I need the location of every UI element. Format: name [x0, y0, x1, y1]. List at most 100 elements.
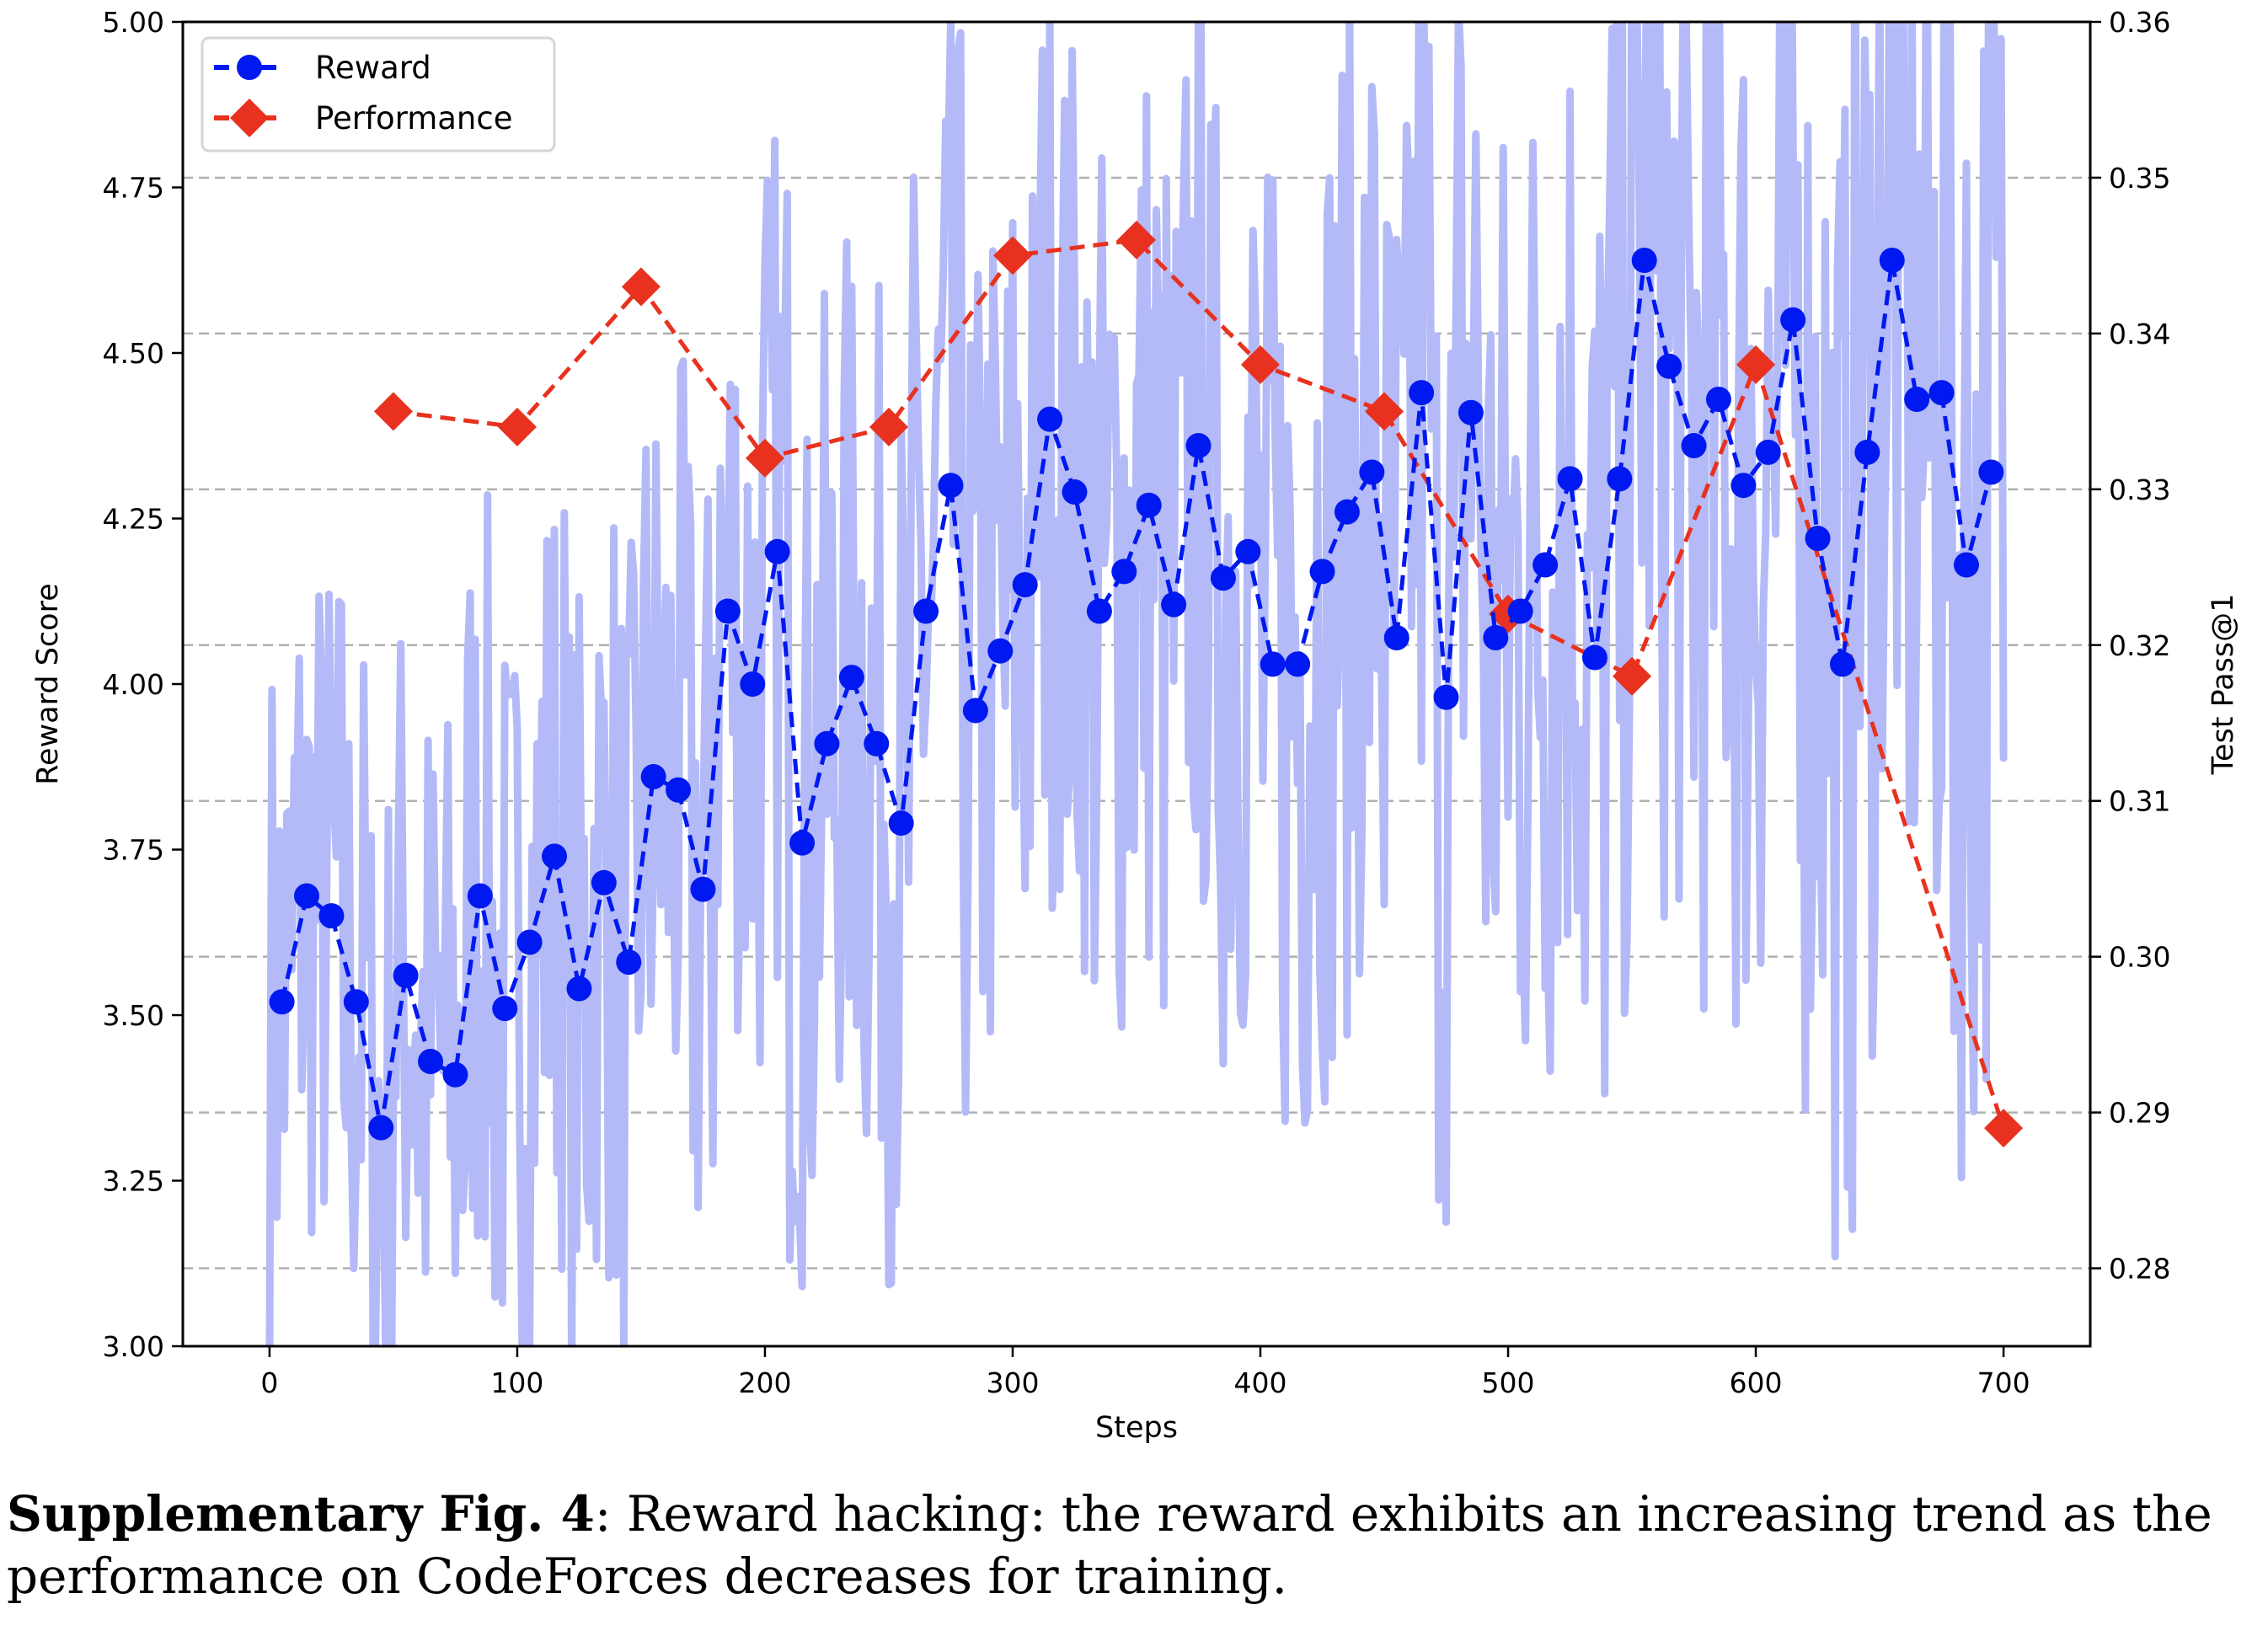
reward-point	[1285, 651, 1311, 677]
reward-point	[1656, 353, 1682, 379]
legend-performance-marker	[230, 99, 269, 137]
figure-caption: Supplementary Fig. 4: Reward hacking: th…	[7, 1483, 2265, 1607]
x-tick-label: 600	[1730, 1366, 1783, 1399]
performance-point	[621, 267, 661, 307]
reward-point	[838, 665, 864, 691]
performance-series	[373, 220, 2024, 1148]
performance-point	[869, 407, 908, 446]
legend-performance-label: Performance	[315, 100, 512, 136]
reward-point	[1533, 552, 1559, 578]
reward-point	[962, 698, 988, 724]
reward-point	[1953, 552, 1979, 578]
reward-point	[1185, 433, 1212, 459]
x-tick-label: 200	[738, 1366, 791, 1399]
reward-point	[666, 777, 692, 803]
reward-point	[888, 810, 914, 837]
reward-point	[789, 830, 816, 856]
reward-point	[1235, 538, 1261, 564]
reward-point	[814, 730, 840, 757]
x-axis-label: Steps	[1095, 1411, 1178, 1445]
performance-point	[745, 438, 784, 478]
reward-point	[492, 996, 518, 1022]
reward-point	[1161, 591, 1187, 618]
x-tick-label: 0	[260, 1366, 278, 1399]
reward-point	[1409, 380, 1435, 406]
reward-point	[318, 903, 345, 929]
reward-point	[1607, 466, 1633, 492]
reward-point	[1136, 492, 1162, 518]
reward-point	[1681, 433, 1707, 459]
y2-tick-label: 0.34	[2109, 318, 2170, 350]
y-tick-label: 3.50	[103, 999, 164, 1032]
reward-point	[418, 1049, 444, 1075]
performance-point	[497, 407, 537, 446]
reward-point	[1557, 466, 1583, 492]
reward-point	[1111, 559, 1137, 585]
reward-point	[542, 843, 568, 869]
legend-reward-label: Reward	[315, 50, 431, 86]
reward-point	[1359, 459, 1385, 485]
reward-point	[1037, 406, 1063, 432]
reward-point	[616, 949, 642, 976]
y2-tick-label: 0.31	[2109, 785, 2170, 818]
reward-point	[640, 764, 666, 790]
reward-point	[1012, 572, 1038, 598]
x-tick-label: 300	[986, 1366, 1039, 1399]
y-tick-label: 4.25	[103, 503, 164, 536]
y2-tick-label: 0.33	[2109, 473, 2170, 506]
reward-point	[714, 598, 741, 624]
x-tick-label: 100	[490, 1366, 543, 1399]
y-axis-label: Reward Score	[31, 583, 65, 785]
reward-line	[280, 259, 1993, 1129]
reward-point	[740, 671, 766, 697]
reward-point	[1086, 598, 1112, 624]
reward-point	[1928, 380, 1955, 406]
x-tick-label: 500	[1482, 1366, 1535, 1399]
reward-point	[269, 989, 295, 1015]
y-tick-label: 4.50	[103, 337, 164, 370]
reward-point	[1507, 598, 1533, 624]
reward-point	[516, 929, 543, 955]
performance-point	[1984, 1109, 2024, 1148]
performance-point	[1365, 392, 1404, 431]
reward-point	[294, 883, 320, 909]
reward-point	[1730, 473, 1757, 499]
y2-tick-label: 0.30	[2109, 941, 2170, 974]
raw-reward-line	[265, 22, 2008, 1346]
legend: Reward Performance	[201, 36, 556, 152]
y-tick-label: 3.25	[103, 1165, 164, 1198]
reward-point	[764, 538, 790, 564]
reward-point	[1780, 307, 1806, 333]
raw-reward-trace	[265, 22, 2008, 1346]
reward-point	[1210, 565, 1236, 591]
reward-point	[913, 598, 939, 624]
y-tick-label: 5.00	[103, 6, 164, 39]
reward-point	[442, 1061, 468, 1088]
y2-tick-label: 0.28	[2109, 1253, 2170, 1286]
legend-reward-marker	[237, 55, 262, 80]
y2-axis-label: Test Pass@1	[2206, 594, 2240, 776]
x-tick-label: 700	[1977, 1366, 2030, 1399]
reward-point	[1805, 526, 1831, 552]
axes: 0 100 200 300 400 500 600 700 3.00 3.25 3.50 3.75 4.…	[103, 6, 2171, 1399]
reward-point	[1631, 247, 1657, 273]
performance-point	[1117, 220, 1156, 259]
caption-label: Supplementary Fig. 4	[7, 1485, 595, 1542]
reward-point	[1829, 651, 1855, 677]
y-tick-label: 3.75	[103, 834, 164, 867]
y2-tick-label: 0.32	[2109, 629, 2170, 662]
performance-point	[1613, 656, 1652, 696]
reward-point	[467, 883, 493, 909]
reward-point	[987, 638, 1014, 664]
y-tick-label: 4.75	[103, 172, 164, 205]
performance-point	[1736, 345, 1776, 384]
x-tick-label: 400	[1234, 1366, 1287, 1399]
reward-point	[1433, 684, 1459, 710]
reward-point	[1260, 651, 1286, 677]
reward-point	[591, 869, 617, 896]
reward-point	[1581, 644, 1607, 671]
reward-series	[269, 247, 2004, 1141]
y-tick-label: 4.00	[103, 668, 164, 701]
reward-point	[1854, 439, 1880, 465]
caption-text: : Reward hacking: the reward exhibits an…	[7, 1485, 2212, 1605]
